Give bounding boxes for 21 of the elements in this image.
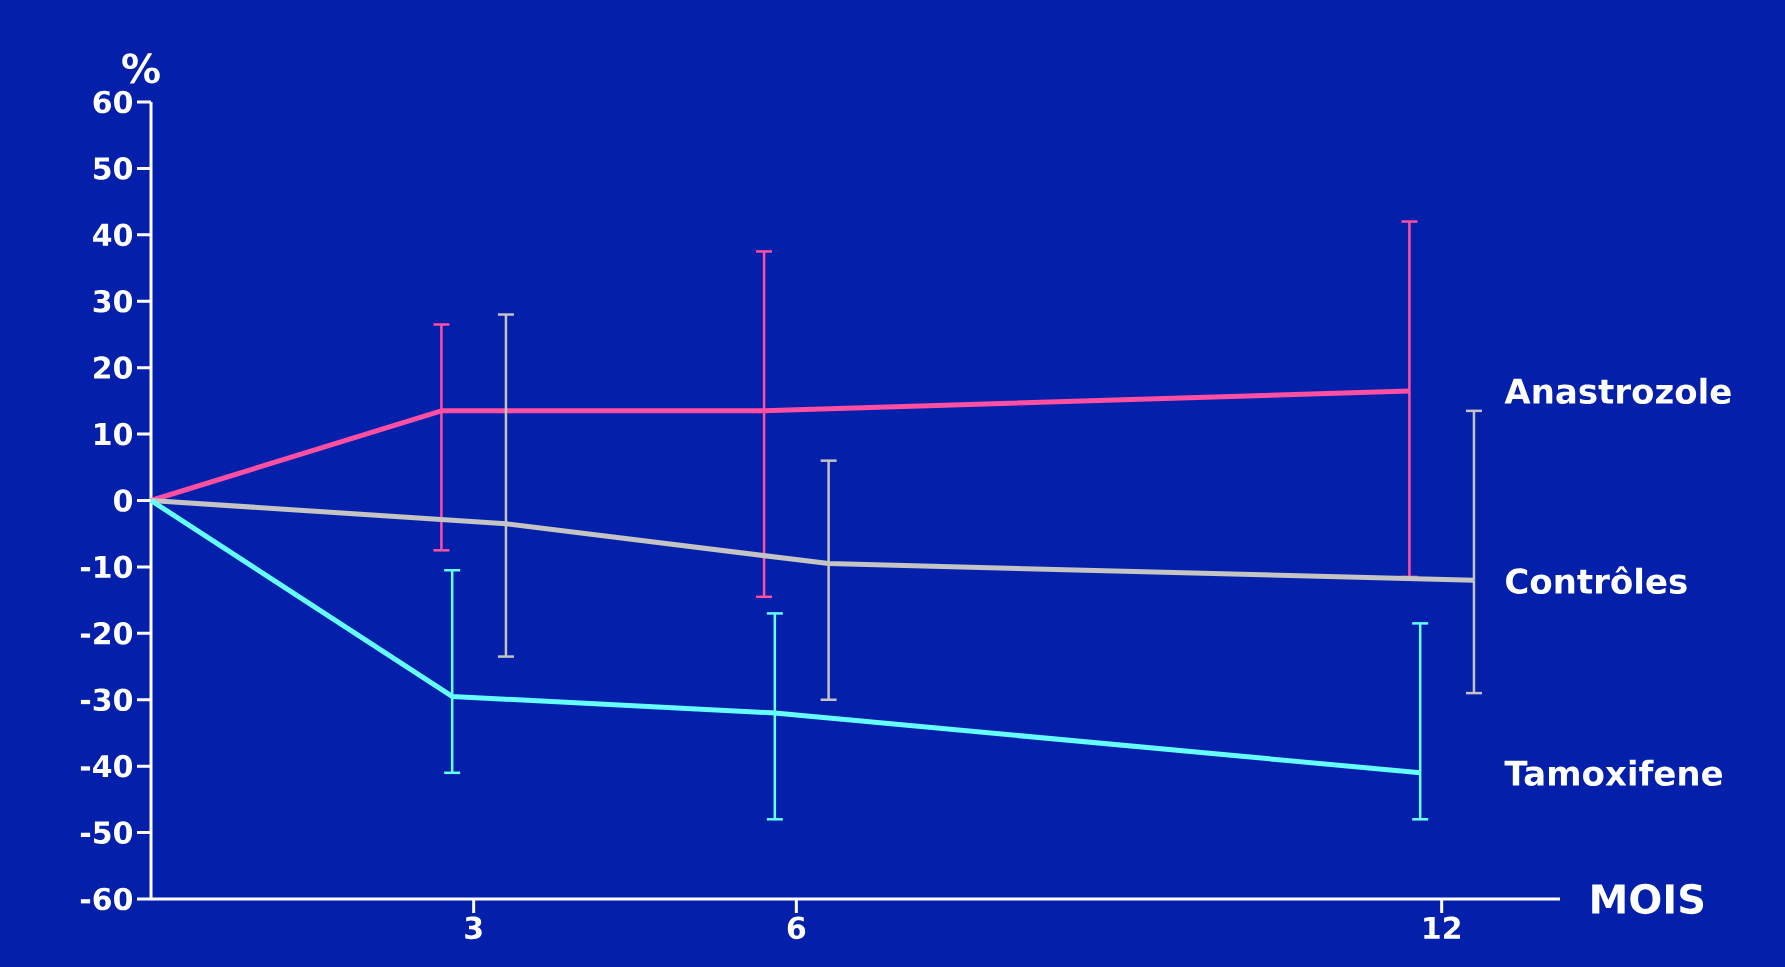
y-tick-label: -40	[80, 754, 133, 778]
series-label: Contrôles	[1506, 566, 1687, 595]
y-tick-label: 10	[95, 422, 133, 446]
y-tick-label: -50	[80, 821, 133, 844]
y-tick-label: -20	[80, 621, 133, 645]
y-tick-label: 40	[93, 223, 133, 247]
y-tick-label: 0	[114, 489, 133, 512]
x-tick-label: 12	[1424, 916, 1460, 939]
x-axis-title: MOIS	[1592, 883, 1704, 915]
y-tick-label: -30	[80, 688, 133, 712]
y-tick-label: 30	[93, 289, 133, 313]
y-tick-label: 50	[94, 157, 133, 180]
text: Anastrozole	[1504, 377, 1731, 405]
x-tick-label: 6	[787, 916, 806, 940]
y-tick-label: -60	[80, 887, 133, 911]
y-tick-label: 20	[94, 356, 133, 379]
text: Tamoxifene	[1504, 759, 1723, 786]
y-tick-label: 60	[93, 90, 133, 114]
y-axis-title: %	[122, 53, 160, 84]
y-tick-label: -10	[80, 555, 133, 579]
x-tick-label: 3	[465, 916, 482, 940]
